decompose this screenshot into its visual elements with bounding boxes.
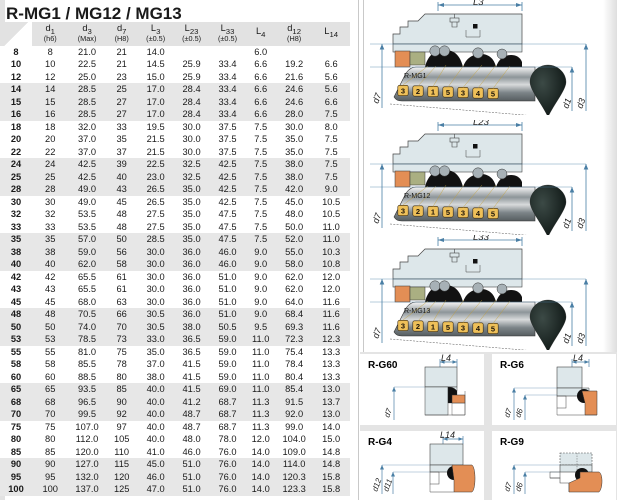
svg-text:5: 5 [446,88,450,97]
svg-text:d6: d6 [513,481,525,493]
svg-text:d1: d1 [560,332,573,345]
svg-text:3: 3 [401,86,405,95]
svg-text:d1: d1 [560,97,573,110]
svg-text:d1: d1 [560,217,573,230]
svg-text:d3: d3 [574,332,587,345]
svg-text:R-MG1: R-MG1 [404,73,427,80]
svg-text:3: 3 [401,206,405,215]
svg-text:5: 5 [491,209,495,218]
svg-text:d6: d6 [513,407,525,419]
svg-text:5: 5 [491,324,495,333]
svg-text:2: 2 [416,207,420,216]
svg-text:1: 1 [431,322,435,331]
svg-text:L33: L33 [473,235,490,243]
svg-text:L3: L3 [473,0,484,8]
svg-text:d3: d3 [574,97,587,110]
svg-text:3: 3 [461,323,465,332]
svg-text:L23: L23 [473,120,490,128]
svg-text:L4: L4 [573,354,583,363]
svg-text:L14: L14 [440,431,455,440]
svg-text:1: 1 [431,87,435,96]
svg-text:d7: d7 [502,481,514,493]
svg-text:2: 2 [416,87,420,96]
svg-text:d7: d7 [502,407,514,419]
svg-text:3: 3 [401,321,405,330]
svg-text:5: 5 [446,208,450,217]
svg-text:L4: L4 [441,354,451,363]
svg-text:3: 3 [461,88,465,97]
svg-text:d11: d11 [381,478,394,493]
svg-text:5: 5 [491,89,495,98]
svg-text:d3: d3 [574,217,587,230]
svg-text:1: 1 [431,207,435,216]
svg-text:d7: d7 [382,407,394,419]
svg-text:2: 2 [416,322,420,331]
svg-text:3: 3 [461,208,465,217]
svg-text:5: 5 [446,323,450,332]
